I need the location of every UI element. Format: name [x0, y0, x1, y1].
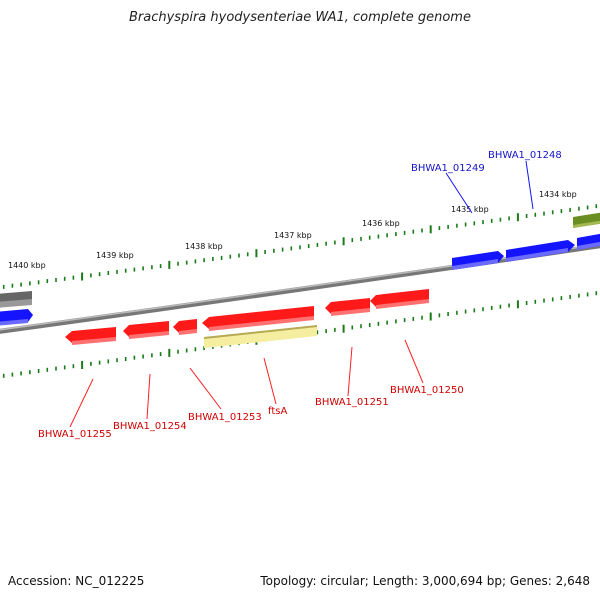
gene-bhwa1-01248[interactable] [506, 240, 575, 262]
gene-label-ftsa[interactable]: ftsA [268, 406, 287, 417]
gene-bhwa1-01251[interactable] [325, 298, 370, 316]
gene-right-edge-blue[interactable] [577, 233, 600, 250]
gene-right-edge-olive[interactable] [573, 212, 600, 228]
tick-label-1440: 1440 kbp [8, 261, 46, 270]
gene-label-bhwa1-01253[interactable]: BHWA1_01253 [188, 412, 262, 423]
gene-left-edge-upper[interactable] [0, 291, 32, 308]
gene-bhwa1-01249[interactable] [452, 251, 504, 270]
gene-label-bhwa1-01251[interactable]: BHWA1_01251 [315, 397, 389, 408]
gene-label-bhwa1-01255[interactable]: BHWA1_01255 [38, 429, 112, 440]
tick-label-1437: 1437 kbp [274, 231, 312, 240]
leader-bhwa1-01251 [347, 346, 353, 397]
accession-text: Accession: NC_012225 [8, 574, 145, 588]
gene-ftsa-rna[interactable] [204, 325, 317, 348]
leader-bhwa1-01248 [525, 160, 534, 210]
gene-bhwa1-01250[interactable] [370, 289, 429, 309]
gene-bhwa1-01255[interactable] [65, 327, 116, 345]
leader-bhwa1-01253 [189, 367, 222, 410]
tick-label-1436: 1436 kbp [362, 219, 400, 228]
reverse-gene-leaders [69, 339, 424, 428]
forward-gene-leaders [445, 160, 534, 214]
leader-ftsa [263, 357, 277, 405]
tick-label-1434: 1434 kbp [539, 190, 577, 199]
gene-label-bhwa1-01250[interactable]: BHWA1_01250 [390, 385, 464, 396]
tick-label-1439: 1439 kbp [96, 251, 134, 260]
leader-bhwa1-01249 [445, 172, 473, 214]
gene-label-bhwa1-01248[interactable]: BHWA1_01248 [488, 150, 562, 161]
gene-label-bhwa1-01254[interactable]: BHWA1_01254 [113, 421, 187, 432]
tick-label-1438: 1438 kbp [185, 242, 223, 251]
gene-bhwa1-01253[interactable] [173, 319, 197, 335]
gene-bhwa1-01254[interactable] [123, 321, 169, 339]
leader-bhwa1-01254 [146, 373, 151, 420]
gene-left-edge-lower[interactable] [0, 309, 33, 326]
gene-label-bhwa1-01249[interactable]: BHWA1_01249 [411, 163, 485, 174]
map-title: Brachyspira hyodysenteriae WA1, complete… [129, 10, 471, 25]
gene-ftsa[interactable] [202, 306, 314, 331]
genome-info-text: Topology: circular; Length: 3,000,694 bp… [260, 574, 590, 588]
ticks-upper [2, 204, 598, 289]
leader-bhwa1-01250 [404, 339, 424, 384]
leader-bhwa1-01255 [69, 378, 94, 428]
